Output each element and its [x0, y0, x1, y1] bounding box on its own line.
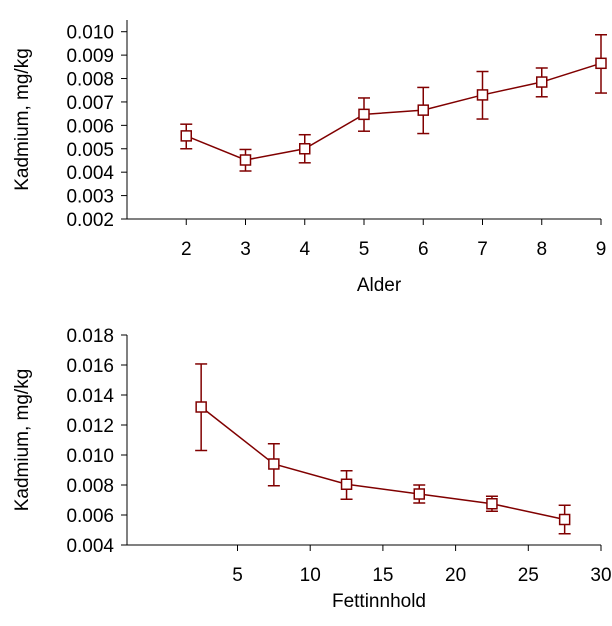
- data-point-marker: [476, 89, 489, 101]
- y-axis-label: Kadmium, mg/kg: [12, 369, 33, 512]
- y-axis-label: Kadmium, mg/kg: [12, 48, 33, 191]
- y-tick-label: 0.003: [66, 187, 114, 208]
- data-point-marker: [239, 154, 252, 166]
- x-tick-label: 30: [590, 565, 611, 586]
- data-point-marker: [413, 488, 426, 500]
- y-tick-label: 0.002: [66, 210, 114, 231]
- x-tick-label: 4: [299, 239, 310, 260]
- y-tick-label: 0.007: [66, 93, 114, 114]
- x-tick-label: 5: [359, 239, 370, 260]
- data-point-marker: [180, 130, 192, 142]
- y-tick-label: 0.014: [66, 386, 114, 407]
- y-tick-label: 0.006: [66, 506, 114, 527]
- x-tick-label: 7: [477, 239, 488, 260]
- x-tick-label: 3: [240, 239, 251, 260]
- x-tick-label: 2: [181, 239, 192, 260]
- x-tick-label: 15: [372, 565, 393, 586]
- y-tick-label: 0.018: [66, 326, 114, 347]
- y-tick-label: 0.004: [66, 163, 114, 184]
- data-point-marker: [595, 57, 607, 70]
- series-line: [185, 62, 602, 161]
- data-point-marker: [358, 108, 370, 121]
- y-tick-label: 0.010: [66, 446, 114, 467]
- y-tick-label: 0.016: [66, 356, 114, 377]
- x-tick-label: 10: [300, 565, 321, 586]
- x-tick-label: 8: [536, 239, 547, 260]
- x-tick-label: 25: [518, 565, 539, 586]
- x-tick-label: 9: [596, 239, 607, 260]
- chart-panel-fettinnhold: 0.004 0.006 0.008 0.010 0.012 0.014 0.016 0.018…: [12, 326, 612, 612]
- y-tick-label: 0.012: [66, 416, 114, 437]
- data-point-marker: [558, 513, 571, 526]
- y-tick-label: 0.009: [66, 46, 114, 67]
- x-tick-label: 5: [232, 565, 243, 586]
- x-tick-label: 6: [418, 239, 429, 260]
- data-point-marker: [486, 498, 498, 510]
- x-axis-label: Alder: [357, 275, 402, 296]
- data-point-marker: [299, 143, 311, 155]
- data-point-marker: [268, 458, 280, 470]
- series-line: [200, 406, 565, 521]
- x-axis-label: Fettinnhold: [332, 591, 426, 612]
- y-tick-label: 0.010: [66, 23, 114, 44]
- y-tick-label: 0.008: [66, 70, 114, 91]
- y-tick-label: 0.005: [66, 140, 114, 161]
- data-point-marker: [536, 76, 548, 88]
- y-tick-label: 0.008: [66, 476, 114, 497]
- y-tick-label: 0.006: [66, 116, 114, 137]
- x-tick-label: 20: [445, 565, 466, 586]
- data-point-marker: [195, 401, 207, 413]
- y-tick-label: 0.004: [66, 536, 114, 557]
- data-point-marker: [340, 478, 353, 490]
- data-point-marker: [417, 104, 429, 116]
